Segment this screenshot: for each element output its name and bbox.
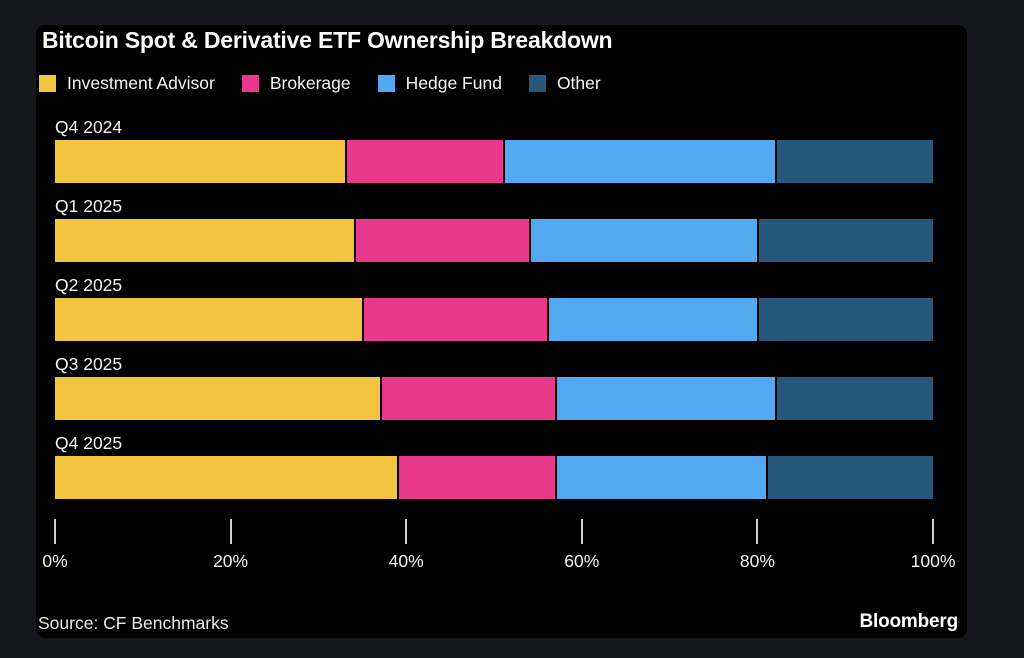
axis-tick-label: 80% bbox=[739, 551, 775, 571]
row-label: Q2 2025 bbox=[55, 275, 123, 295]
bar-segment bbox=[55, 298, 363, 341]
legend-item-label: Hedge Fund bbox=[405, 72, 502, 93]
row-label: Q3 2025 bbox=[55, 354, 123, 374]
bar-segment bbox=[55, 456, 398, 499]
bar-segment bbox=[362, 298, 547, 341]
bars-area: Q4 2024 Q1 2025 Q2 2025 Q3 2025 Q4 2025 bbox=[55, 25, 933, 638]
legend: Investment Advisor Brokerage Hedge Fund Oth… bbox=[39, 72, 628, 94]
chart-panel: Bitcoin Spot & Derivative ETF Ownership … bbox=[36, 25, 967, 638]
legend-item-3: Other bbox=[528, 72, 601, 94]
row-label: Q4 2025 bbox=[55, 433, 123, 453]
legend-swatch-icon bbox=[377, 74, 395, 92]
bar-segment bbox=[502, 140, 775, 183]
bar-segment bbox=[353, 219, 530, 262]
bar-segment bbox=[546, 298, 758, 341]
axis-tick-label: 0% bbox=[42, 551, 68, 571]
axis-tick-mark bbox=[229, 519, 232, 544]
legend-item-label: Brokerage bbox=[269, 72, 351, 93]
bar-segment bbox=[529, 219, 758, 262]
bar-segment bbox=[55, 219, 354, 262]
bloomberg-logo: Bloomberg bbox=[859, 611, 959, 632]
bar-segment bbox=[774, 377, 933, 420]
legend-swatch-icon bbox=[241, 74, 259, 92]
axis-tick-mark bbox=[756, 519, 759, 544]
row-label: Q1 2025 bbox=[55, 196, 123, 216]
bar-segment bbox=[757, 219, 933, 262]
bar-segment bbox=[757, 298, 933, 341]
bar-segment bbox=[555, 456, 767, 499]
legend-item-label: Investment Advisor bbox=[67, 72, 215, 93]
bar-row bbox=[55, 219, 933, 262]
bar-row bbox=[55, 456, 933, 499]
axis-tick-mark bbox=[405, 519, 408, 544]
legend-item-1: Brokerage bbox=[241, 72, 351, 94]
row-label: Q4 2024 bbox=[55, 117, 123, 137]
bar-segment bbox=[55, 140, 345, 183]
chart-title: Bitcoin Spot & Derivative ETF Ownership … bbox=[42, 27, 613, 53]
bar-segment bbox=[774, 140, 933, 183]
axis-tick-label: 20% bbox=[213, 551, 249, 571]
axis-tick-label: 40% bbox=[388, 551, 424, 571]
axis-tick-mark bbox=[54, 519, 56, 544]
bar-segment bbox=[379, 377, 556, 420]
source-note: Source: CF Benchmarks bbox=[38, 613, 229, 633]
axis-tick-mark bbox=[580, 519, 583, 544]
x-axis: 0% 20% 40% 60% 80% 100% bbox=[42, 519, 955, 601]
bar-segment bbox=[397, 456, 556, 499]
legend-item-label: Other bbox=[556, 72, 601, 93]
bar-segment bbox=[766, 456, 933, 499]
bar-segment bbox=[555, 377, 775, 420]
bar-row bbox=[55, 377, 933, 420]
legend-swatch-icon bbox=[39, 74, 56, 92]
axis-tick-label: 100% bbox=[910, 551, 956, 571]
bar-row bbox=[55, 298, 933, 341]
legend-item-2: Hedge Fund bbox=[377, 72, 502, 94]
legend-item-0: Investment Advisor bbox=[39, 73, 215, 94]
axis-tick-mark bbox=[932, 519, 934, 544]
axis-tick-label: 60% bbox=[564, 551, 600, 571]
bar-segment bbox=[344, 140, 503, 183]
bar-row bbox=[55, 140, 933, 183]
bar-segment bbox=[55, 377, 380, 420]
legend-swatch-icon bbox=[528, 74, 546, 92]
